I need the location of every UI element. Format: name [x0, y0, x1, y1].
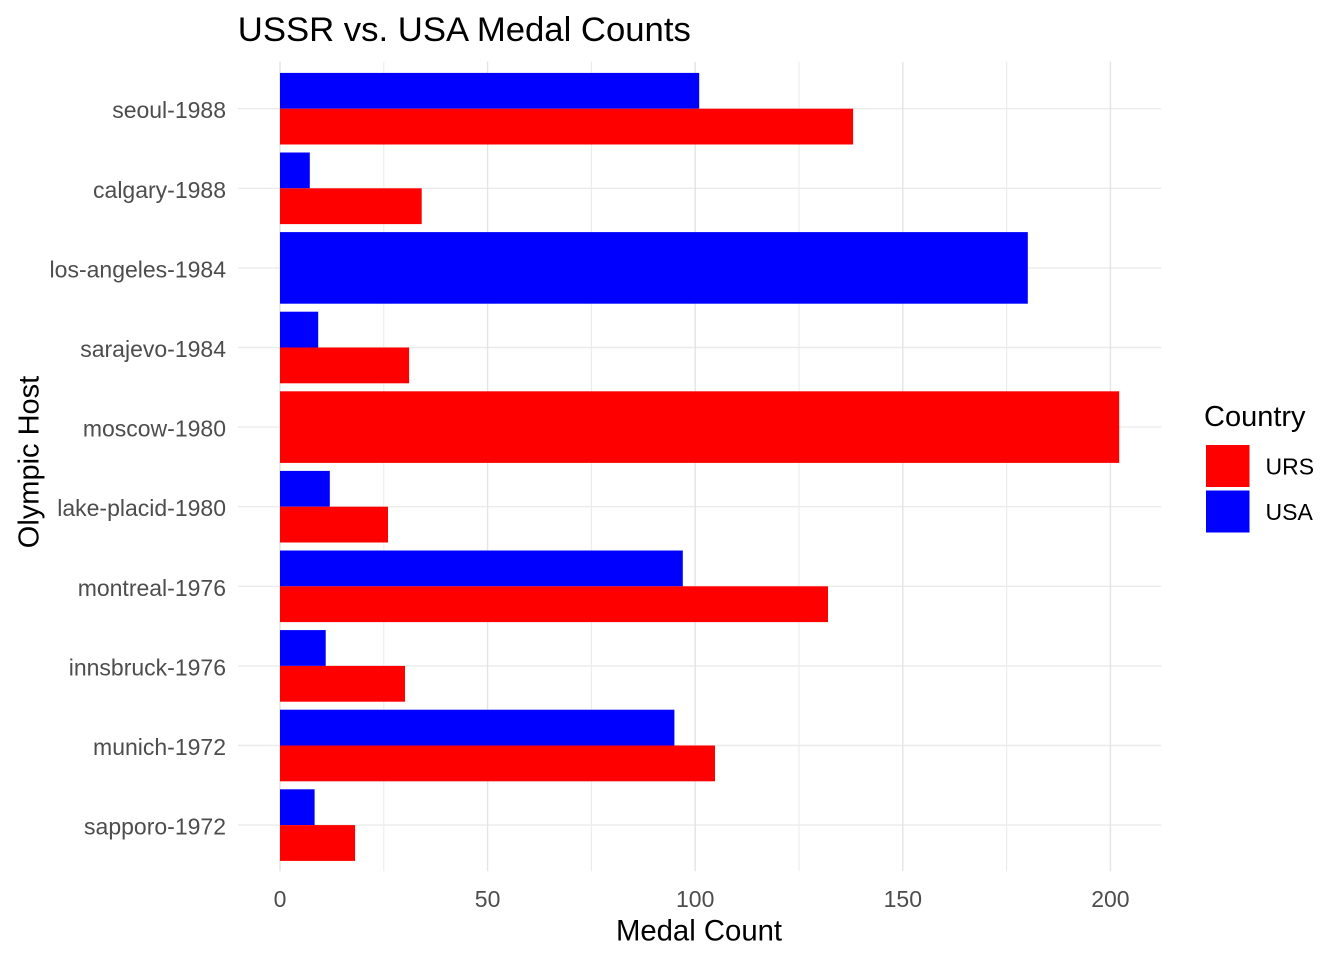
svg-text:los-angeles-1984: los-angeles-1984	[50, 256, 227, 282]
svg-text:URS: URS	[1266, 453, 1315, 479]
svg-text:Country: Country	[1204, 401, 1306, 433]
svg-text:200: 200	[1091, 886, 1129, 912]
svg-text:sarajevo-1984: sarajevo-1984	[80, 336, 226, 362]
svg-text:calgary-1988: calgary-1988	[93, 177, 226, 203]
svg-text:lake-placid-1980: lake-placid-1980	[57, 495, 226, 521]
svg-text:munich-1972: munich-1972	[93, 734, 226, 760]
svg-text:sapporo-1972: sapporo-1972	[84, 814, 226, 840]
svg-text:USA: USA	[1266, 499, 1314, 525]
svg-text:50: 50	[475, 886, 501, 912]
svg-text:150: 150	[884, 886, 922, 912]
svg-text:seoul-1988: seoul-1988	[112, 97, 226, 123]
svg-text:montreal-1976: montreal-1976	[78, 575, 226, 601]
svg-text:innsbruck-1976: innsbruck-1976	[69, 654, 226, 680]
svg-text:0: 0	[274, 886, 287, 912]
svg-text:USSR vs. USA Medal Counts: USSR vs. USA Medal Counts	[238, 11, 691, 49]
svg-text:Medal Count: Medal Count	[616, 914, 782, 947]
svg-text:moscow-1980: moscow-1980	[83, 416, 226, 442]
svg-text:100: 100	[676, 886, 714, 912]
svg-text:Olympic Host: Olympic Host	[14, 376, 46, 548]
